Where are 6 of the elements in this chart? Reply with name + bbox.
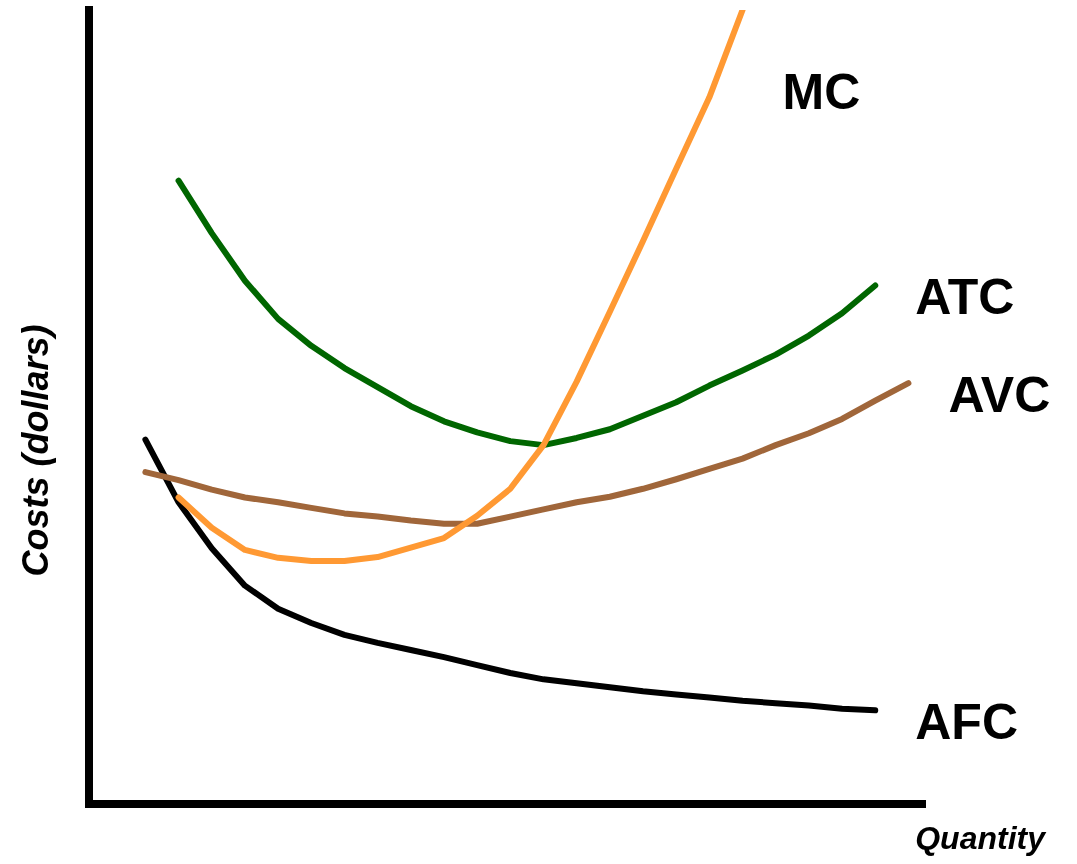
series-label: ATC [915, 269, 1015, 326]
series-label: AVC [948, 366, 1051, 423]
y-axis-title: Costs (dollars) [14, 324, 56, 577]
series-label: MC [782, 63, 861, 120]
series-label: AFC [915, 694, 1018, 751]
x-axis-title: Quantity [915, 819, 1048, 856]
